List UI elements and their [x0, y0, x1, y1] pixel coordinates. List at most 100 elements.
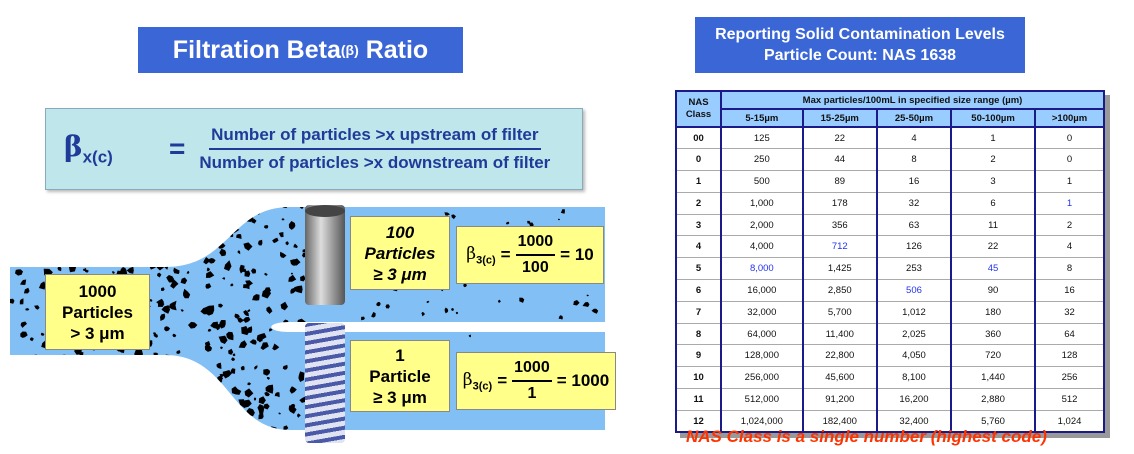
particle	[591, 308, 599, 314]
particle	[463, 283, 467, 288]
particle	[34, 305, 40, 310]
particle	[207, 328, 212, 332]
particle	[28, 207, 36, 211]
particle	[42, 238, 50, 248]
particle	[109, 419, 114, 425]
particle	[274, 392, 280, 398]
count-cell: 11,400	[801, 323, 878, 346]
particle	[197, 228, 202, 232]
upstream-label: Particles	[62, 302, 133, 322]
particle	[82, 406, 87, 413]
particle	[42, 253, 47, 258]
count-cell: 3	[950, 170, 1037, 193]
particle	[455, 311, 459, 315]
particle	[197, 224, 205, 236]
particle	[231, 357, 235, 361]
particle	[268, 426, 278, 430]
particle	[113, 218, 119, 226]
count-cell: 11	[950, 214, 1037, 237]
particle	[172, 333, 177, 338]
particle	[218, 303, 224, 308]
particle	[119, 267, 128, 276]
particle	[38, 361, 46, 369]
particle	[32, 238, 40, 245]
size-range-header: Max particles/100mL in specified size ra…	[720, 90, 1105, 110]
count-cell: 500	[720, 170, 804, 193]
particle	[169, 398, 174, 404]
particle	[63, 405, 70, 411]
filter-a-beta-box: β3(c) = 1000 100 = 10	[456, 226, 604, 284]
particle	[176, 350, 181, 354]
particle	[264, 272, 268, 276]
particle	[289, 386, 297, 394]
count-cell: 1,440	[950, 366, 1037, 390]
particle	[97, 247, 107, 257]
particle	[164, 354, 172, 362]
particle	[207, 242, 212, 247]
particle	[11, 374, 18, 381]
particle	[77, 373, 82, 378]
column-header: 15-25µm	[801, 108, 878, 128]
count-cell: 91,200	[801, 388, 878, 411]
particle	[103, 398, 106, 402]
particle	[172, 361, 180, 369]
count-cell: 356	[801, 214, 878, 237]
particle	[99, 214, 107, 224]
count-cell: 63	[875, 214, 953, 237]
particle	[61, 354, 66, 359]
count-cell: 5,700	[801, 301, 878, 324]
particle	[185, 210, 191, 216]
filter-b-beta-box: β3(c) = 1000 1 = 1000	[456, 352, 616, 410]
particle	[23, 359, 30, 367]
particle	[95, 381, 101, 386]
particle	[57, 266, 62, 272]
particle	[558, 315, 563, 320]
nas-class-cell: 8	[675, 323, 722, 346]
particle	[121, 256, 130, 265]
particle	[51, 412, 55, 417]
particle	[164, 252, 172, 257]
count-cell: 64,000	[720, 323, 804, 346]
particle	[37, 222, 42, 229]
particle	[157, 432, 163, 437]
count-cell: 8	[1034, 257, 1105, 281]
particle	[167, 427, 170, 430]
particle	[451, 308, 454, 311]
particle	[88, 242, 96, 249]
particle	[258, 396, 266, 405]
beta-fraction: 1000 100	[515, 233, 556, 277]
count-cell: 90	[950, 279, 1037, 302]
particle	[186, 216, 195, 226]
particle	[186, 270, 190, 274]
particle	[168, 300, 177, 311]
particle	[82, 394, 90, 403]
particle	[263, 403, 270, 410]
particle	[14, 254, 20, 260]
particle	[42, 369, 49, 375]
particle	[168, 367, 177, 373]
particle	[106, 210, 109, 214]
count-cell: 22,800	[801, 344, 878, 368]
particle	[103, 362, 111, 371]
column-header: 5-15µm	[720, 108, 804, 128]
beta-subscript: x(c)	[82, 147, 113, 167]
table-row: 3 2,000 356 63 11 2	[675, 214, 1105, 237]
particle	[112, 271, 115, 274]
beta-subscript: 3(c)	[476, 254, 496, 267]
particle	[48, 207, 55, 210]
particle	[164, 326, 171, 332]
count-cell: 16	[875, 170, 953, 193]
particle	[108, 212, 117, 220]
particle	[110, 375, 114, 378]
numerator: 1000	[512, 359, 552, 382]
filter-element-a	[305, 205, 345, 305]
particle	[78, 352, 84, 359]
particle	[285, 241, 289, 246]
particle	[92, 383, 102, 391]
particle	[258, 412, 264, 420]
particle	[10, 298, 15, 304]
particle	[244, 270, 251, 277]
particle	[288, 405, 297, 414]
beta-symbol: β	[462, 369, 473, 390]
particle	[265, 384, 274, 394]
